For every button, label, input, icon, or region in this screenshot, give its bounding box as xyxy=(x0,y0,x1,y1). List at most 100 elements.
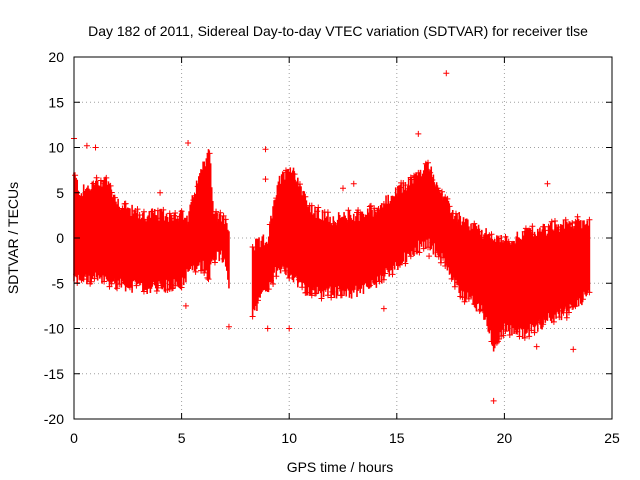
data-point xyxy=(560,309,567,316)
outlier-point xyxy=(426,253,433,260)
data-point xyxy=(270,280,277,287)
data-point xyxy=(502,233,509,240)
data-point xyxy=(367,202,374,209)
data-point xyxy=(533,319,540,326)
data-point xyxy=(565,309,572,316)
y-tick-label: 5 xyxy=(56,185,64,201)
outlier-point xyxy=(340,185,346,192)
data-point xyxy=(540,223,547,230)
data-point xyxy=(477,234,484,241)
data-point xyxy=(438,188,445,195)
data-point xyxy=(213,208,220,215)
data-point xyxy=(192,268,199,275)
outlier-point xyxy=(225,323,232,330)
data-point xyxy=(315,204,322,211)
data-point xyxy=(521,334,528,341)
tick-labels: 0 5 10 15 20 25 -20 -15 -10 -5 0 5 10 15 20 xyxy=(44,49,620,446)
data-point xyxy=(122,200,129,207)
data-point xyxy=(166,210,173,217)
data-point xyxy=(222,216,229,223)
outlier-point xyxy=(185,139,192,146)
data-point xyxy=(380,276,387,283)
data-point xyxy=(345,207,352,214)
data-point xyxy=(114,285,121,292)
data-point xyxy=(318,295,325,302)
y-tick-label: 20 xyxy=(48,49,64,65)
data-point xyxy=(444,195,451,202)
data-point xyxy=(302,193,309,200)
data-point xyxy=(140,288,147,295)
outlier-point xyxy=(262,146,269,153)
data-point xyxy=(397,184,404,191)
data-point xyxy=(526,333,533,340)
data-point xyxy=(542,227,549,234)
data-point xyxy=(217,209,224,216)
data-point xyxy=(574,213,581,220)
data-point xyxy=(371,205,378,212)
data-point xyxy=(133,282,140,289)
data-point xyxy=(531,329,538,336)
data-point xyxy=(265,286,272,293)
data-point xyxy=(564,304,571,311)
data-point xyxy=(108,189,115,196)
data-point xyxy=(172,209,179,216)
y-tick-label: -20 xyxy=(44,411,64,427)
outlier-point xyxy=(415,130,422,137)
data-point xyxy=(171,212,178,219)
data-point xyxy=(528,327,535,334)
data-point xyxy=(407,253,414,260)
data-point xyxy=(91,275,98,282)
data-point xyxy=(551,217,558,224)
data-point xyxy=(254,297,261,304)
outlier-point xyxy=(443,70,450,77)
data-point xyxy=(427,169,434,176)
data-point xyxy=(324,209,331,216)
data-point xyxy=(249,244,256,251)
outlier-point xyxy=(570,346,577,353)
outlier-point xyxy=(286,325,293,332)
data-point xyxy=(516,333,523,340)
data-point xyxy=(416,249,423,256)
data-point xyxy=(451,283,458,290)
data-point xyxy=(303,289,310,296)
x-tick-label: 20 xyxy=(497,430,513,446)
data-point xyxy=(452,210,459,217)
data-point xyxy=(529,223,536,230)
data-point xyxy=(554,226,561,233)
data-point xyxy=(522,225,529,232)
data-point xyxy=(510,240,517,247)
x-tick-label: 0 xyxy=(70,430,78,446)
data-point xyxy=(140,208,147,215)
y-tick-label: 10 xyxy=(48,140,64,156)
data-point xyxy=(448,275,455,282)
data-point xyxy=(446,203,453,210)
data-point xyxy=(72,172,79,179)
data-point xyxy=(429,176,436,183)
x-axis-label: GPS time / hours xyxy=(287,459,394,475)
data-point xyxy=(500,332,507,339)
data-point xyxy=(488,231,495,238)
data-point xyxy=(273,273,280,280)
data-point xyxy=(420,245,427,252)
data-point xyxy=(548,218,555,225)
outlier-point xyxy=(157,189,164,196)
data-point xyxy=(178,208,185,215)
data-point xyxy=(435,187,442,194)
data-point xyxy=(249,313,256,320)
data-point xyxy=(153,288,160,295)
outlier-point xyxy=(533,343,540,350)
outlier-point xyxy=(380,305,387,312)
data-point xyxy=(107,182,114,189)
data-point xyxy=(476,307,483,314)
data-point xyxy=(80,276,87,283)
data-point xyxy=(389,271,396,278)
data-point xyxy=(220,212,227,219)
y-tick-label: 0 xyxy=(56,230,64,246)
data-point xyxy=(366,282,373,289)
x-tick-label: 15 xyxy=(389,430,405,446)
data-point xyxy=(308,202,315,209)
data-point xyxy=(471,220,478,227)
data-point xyxy=(402,181,409,188)
